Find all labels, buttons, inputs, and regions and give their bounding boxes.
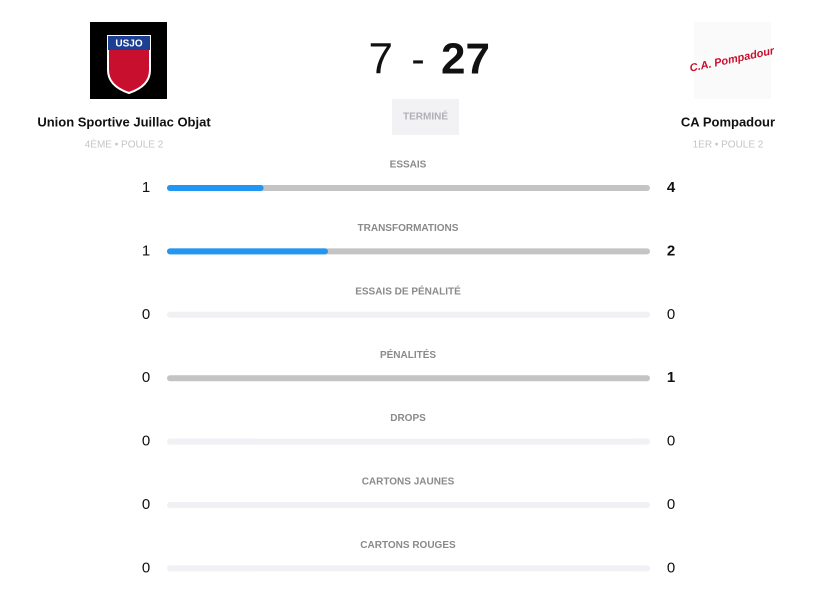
logo-text: USJO	[115, 39, 142, 50]
status: TERMINÉ	[403, 110, 448, 123]
home-stat-value: 0	[142, 559, 150, 576]
stat-label: CARTONS JAUNES	[362, 477, 455, 488]
away-stat-value: 2	[667, 242, 675, 259]
home-stat-value: 0	[142, 369, 150, 386]
stat-track	[167, 565, 650, 572]
home-stat-value: 0	[142, 433, 150, 450]
stat-track	[167, 438, 650, 445]
stat-track	[167, 185, 650, 191]
stat-track	[167, 375, 650, 382]
stat-bar	[167, 185, 264, 191]
stat-label: DROPS	[390, 413, 426, 424]
home-rank: 4ÈME • POULE 2	[85, 138, 164, 151]
stat-label: TRANSFORMATIONS	[358, 223, 459, 234]
stat-label: ESSAIS DE PÉNALITÉ	[355, 284, 461, 297]
score-separator: -	[411, 38, 424, 82]
away-logo: C.A. Pompadour	[689, 22, 776, 99]
home-stat-value: 1	[142, 179, 150, 196]
home-name[interactable]: Union Sportive Juillac Objat	[37, 114, 211, 129]
away-stat-value: 0	[667, 559, 675, 576]
home-logo: USJO	[90, 22, 167, 99]
away-rank: 1ER • POULE 2	[693, 140, 764, 151]
away-stat-value: 0	[667, 306, 675, 323]
stat-track	[167, 502, 650, 508]
away-name[interactable]: CA Pompadour	[681, 114, 775, 129]
home-stat-value: 0	[142, 306, 150, 323]
stat-bar	[167, 248, 328, 255]
stat-label: ESSAIS	[390, 160, 427, 171]
away-stat-value: 4	[667, 179, 676, 196]
stat-label: CARTONS ROUGES	[360, 540, 456, 551]
stat-label: PÉNALITÉS	[380, 348, 436, 361]
stat-track	[167, 311, 650, 318]
away-score: 27	[441, 35, 490, 84]
status-box	[392, 99, 459, 135]
home-stat-value: 0	[142, 496, 150, 513]
away-stat-value: 0	[667, 496, 675, 513]
home-score: 7	[369, 35, 393, 84]
home-stat-value: 1	[142, 242, 150, 259]
away-stat-value: 1	[667, 369, 675, 386]
away-stat-value: 0	[667, 433, 675, 450]
